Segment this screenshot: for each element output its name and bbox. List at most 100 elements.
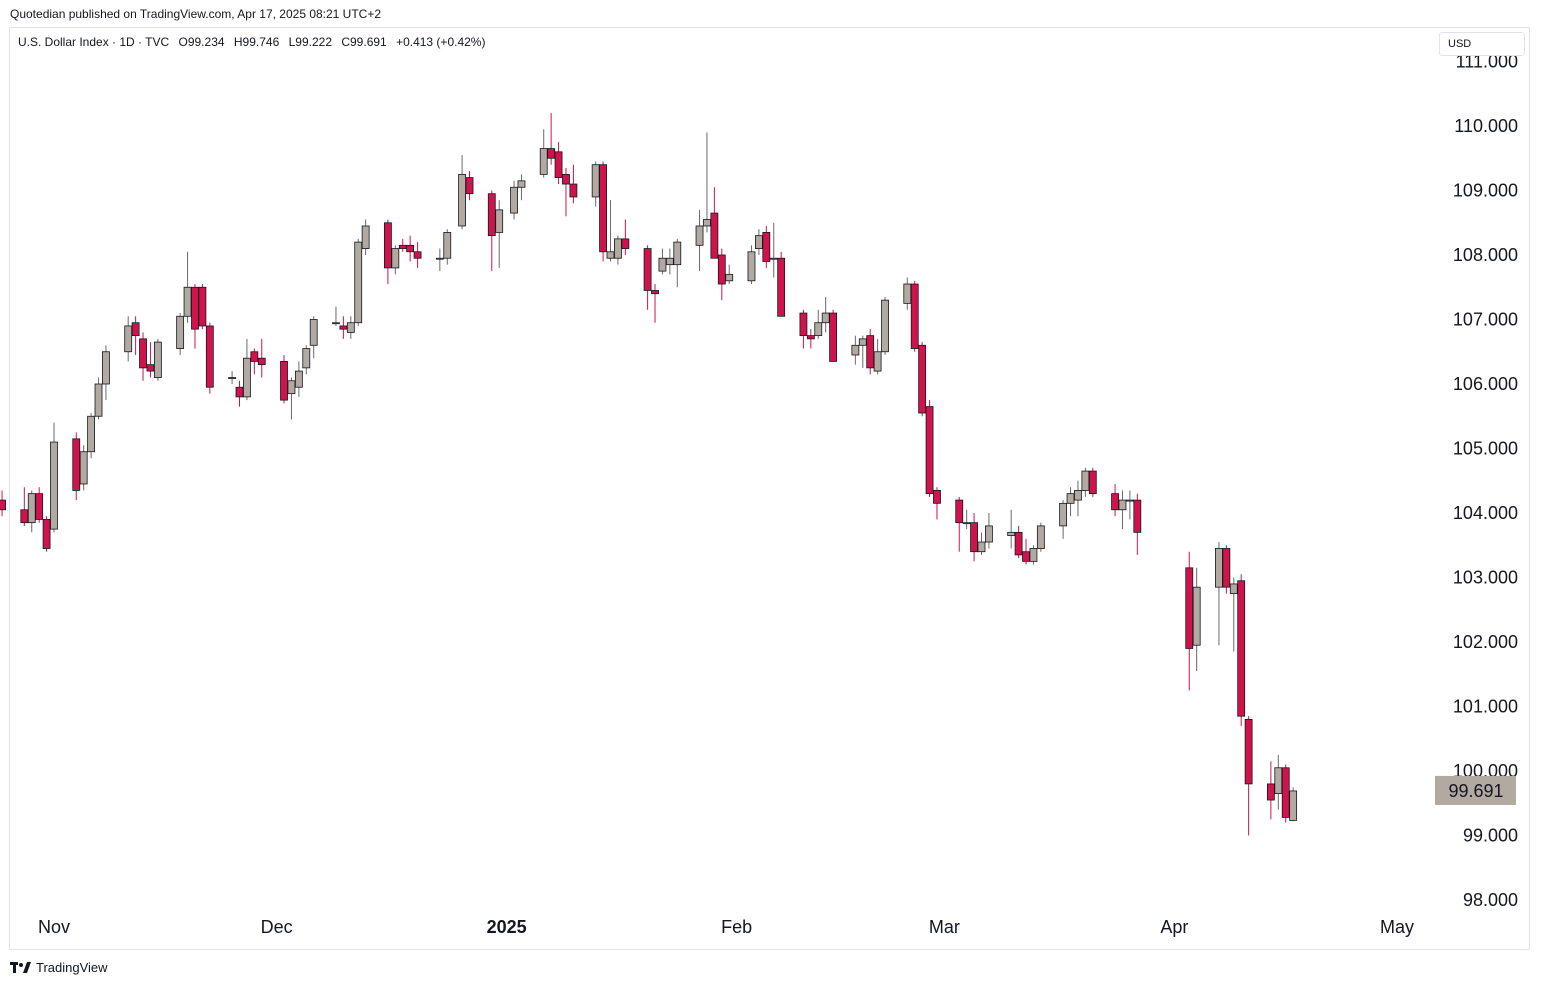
symbol-name[interactable]: U.S. Dollar Index · 1D · TVC [18,35,170,49]
candle[interactable] [495,200,504,268]
candle[interactable] [858,335,867,368]
candle[interactable] [821,296,830,333]
candle[interactable] [658,248,667,275]
candle[interactable] [970,513,978,562]
candle[interactable] [762,225,771,268]
candle[interactable] [1133,493,1142,555]
candle[interactable] [443,229,452,265]
candle[interactable] [1111,483,1119,517]
candle[interactable] [354,238,363,326]
candle[interactable] [1066,487,1075,517]
candle[interactable] [1081,467,1090,497]
candle[interactable] [458,155,467,230]
tradingview-brand[interactable]: TradingView [10,960,108,975]
candle[interactable] [517,174,526,201]
candle[interactable] [257,338,266,378]
candle[interactable] [176,313,185,355]
candle[interactable] [42,516,51,552]
candle[interactable] [703,132,711,233]
candle[interactable] [361,219,370,255]
candle[interactable] [881,296,889,355]
candle[interactable] [1222,545,1231,594]
candle[interactable] [918,342,927,417]
candle[interactable] [866,329,875,375]
candle[interactable] [1074,480,1082,517]
candle[interactable] [814,309,823,339]
candle[interactable] [346,316,355,339]
candle[interactable] [1088,467,1097,497]
candle[interactable] [413,242,422,268]
candle[interactable] [465,171,474,201]
candle[interactable] [139,332,147,381]
candle[interactable] [1007,509,1016,549]
candle[interactable] [1215,542,1223,646]
candle[interactable] [406,235,415,262]
candle[interactable] [747,245,756,285]
candle[interactable] [695,209,704,272]
candle[interactable] [50,422,58,533]
candle[interactable] [777,251,786,317]
currency-selector[interactable]: USD [1439,32,1525,56]
candle[interactable] [873,338,882,375]
candle[interactable] [1022,538,1030,565]
candle[interactable] [1229,577,1238,652]
candle[interactable] [977,532,986,555]
candle[interactable] [153,338,162,381]
candle[interactable] [1014,525,1023,559]
candle[interactable] [799,309,808,349]
candle[interactable] [769,222,778,278]
candle[interactable] [191,284,199,349]
candle[interactable] [243,338,251,401]
candle[interactable] [383,219,392,285]
candle[interactable] [985,513,993,549]
candle[interactable] [35,487,44,523]
candle[interactable] [933,487,941,520]
candle[interactable] [72,432,81,501]
candle[interactable] [806,329,815,349]
candle[interactable] [569,164,578,204]
candle[interactable] [925,400,934,497]
candle[interactable] [725,264,734,285]
candle[interactable] [562,167,570,217]
candle[interactable] [1274,754,1283,810]
candle[interactable] [554,142,563,185]
candle[interactable] [280,354,288,404]
candle[interactable] [391,245,400,275]
candle[interactable] [710,187,719,259]
candle[interactable] [294,361,303,397]
candle[interactable] [1036,522,1045,552]
candle[interactable] [183,251,192,323]
candle[interactable] [665,248,674,275]
candle[interactable] [962,509,971,530]
candle[interactable] [235,380,244,407]
candle[interactable] [79,445,88,491]
candle[interactable] [198,284,207,330]
candle[interactable] [102,345,110,401]
candle[interactable] [146,342,155,378]
candle[interactable] [851,335,860,365]
candle[interactable] [94,377,103,420]
candle[interactable] [591,161,600,207]
candle[interactable] [910,280,919,352]
candle[interactable] [1059,500,1068,539]
candle[interactable] [27,490,36,533]
candle[interactable] [717,248,726,301]
candle[interactable] [0,490,6,517]
candle[interactable] [302,345,311,375]
candle[interactable] [651,284,659,323]
candle[interactable] [539,129,548,178]
candle[interactable] [1289,787,1298,822]
candle[interactable] [1029,545,1038,565]
candle[interactable] [487,190,496,272]
candle[interactable] [643,245,652,310]
candle[interactable] [510,180,518,220]
candle[interactable] [1126,490,1134,520]
candle[interactable] [398,238,407,252]
candle[interactable] [903,277,912,310]
candle[interactable] [599,161,607,262]
candle[interactable] [20,487,29,526]
candle[interactable] [1192,567,1201,672]
candle[interactable] [621,219,630,255]
candle[interactable] [228,371,236,384]
